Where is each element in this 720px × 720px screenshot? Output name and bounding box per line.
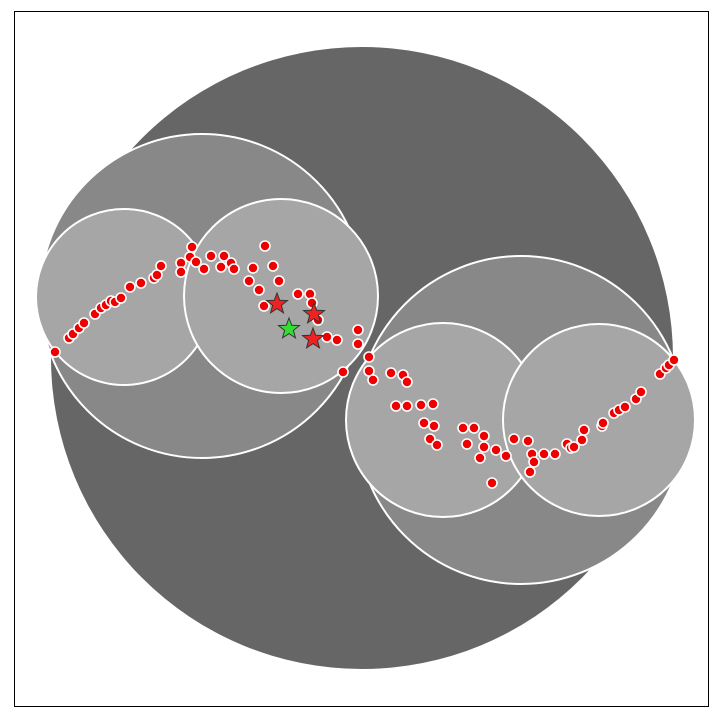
data-point: [500, 450, 512, 462]
data-point: [415, 399, 427, 411]
data-point: [427, 398, 439, 410]
data-point: [352, 324, 364, 336]
data-point: [668, 354, 680, 366]
data-point: [524, 466, 536, 478]
data-point: [115, 292, 127, 304]
data-point: [292, 288, 304, 300]
data-point: [549, 448, 561, 460]
data-point: [215, 261, 227, 273]
data-point: [331, 334, 343, 346]
data-point: [228, 263, 240, 275]
data-point: [478, 430, 490, 442]
data-point: [490, 444, 502, 456]
data-point: [190, 256, 202, 268]
data-point: [352, 338, 364, 350]
points-layer: [49, 240, 680, 489]
data-point: [486, 477, 498, 489]
data-point: [258, 300, 270, 312]
data-point: [205, 250, 217, 262]
data-point: [508, 433, 520, 445]
data-point: [267, 260, 279, 272]
data-point: [49, 346, 61, 358]
data-point: [576, 434, 588, 446]
data-point: [337, 366, 349, 378]
data-point: [218, 250, 230, 262]
data-point: [135, 277, 147, 289]
data-point: [385, 367, 397, 379]
data-point: [186, 241, 198, 253]
data-point: [522, 435, 534, 447]
data-point: [457, 422, 469, 434]
data-point: [468, 422, 480, 434]
data-point: [243, 275, 255, 287]
green-star-marker: [277, 316, 301, 340]
data-point: [401, 376, 413, 388]
data-point: [578, 424, 590, 436]
data-point: [259, 240, 271, 252]
data-point: [390, 400, 402, 412]
red-star-marker: [302, 301, 326, 325]
data-point: [321, 331, 333, 343]
circles-layer: [35, 47, 696, 669]
data-point: [273, 275, 285, 287]
data-point: [367, 374, 379, 386]
data-point: [568, 441, 580, 453]
data-point: [597, 417, 609, 429]
data-point: [124, 281, 136, 293]
data-point: [478, 441, 490, 453]
data-point: [619, 401, 631, 413]
data-point: [247, 262, 259, 274]
data-point: [78, 317, 90, 329]
data-point: [155, 260, 167, 272]
cluster-circle-level3-5: [183, 198, 379, 394]
data-point: [363, 351, 375, 363]
stars-layer: [265, 291, 326, 350]
data-point: [538, 448, 550, 460]
data-point: [635, 386, 647, 398]
data-point: [418, 417, 430, 429]
data-point: [461, 438, 473, 450]
plot-frame: [14, 11, 709, 707]
data-point: [198, 263, 210, 275]
data-point: [175, 266, 187, 278]
data-point: [528, 456, 540, 468]
red-star-marker: [265, 291, 289, 315]
data-point: [474, 452, 486, 464]
data-point: [428, 420, 440, 432]
red-star-marker: [301, 326, 325, 350]
data-point: [253, 284, 265, 296]
data-point: [401, 400, 413, 412]
data-point: [431, 439, 443, 451]
